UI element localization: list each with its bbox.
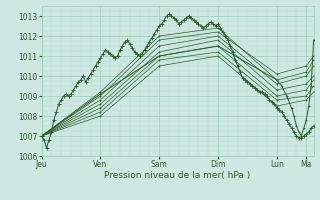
X-axis label: Pression niveau de la mer( hPa ): Pression niveau de la mer( hPa ) — [104, 171, 251, 180]
